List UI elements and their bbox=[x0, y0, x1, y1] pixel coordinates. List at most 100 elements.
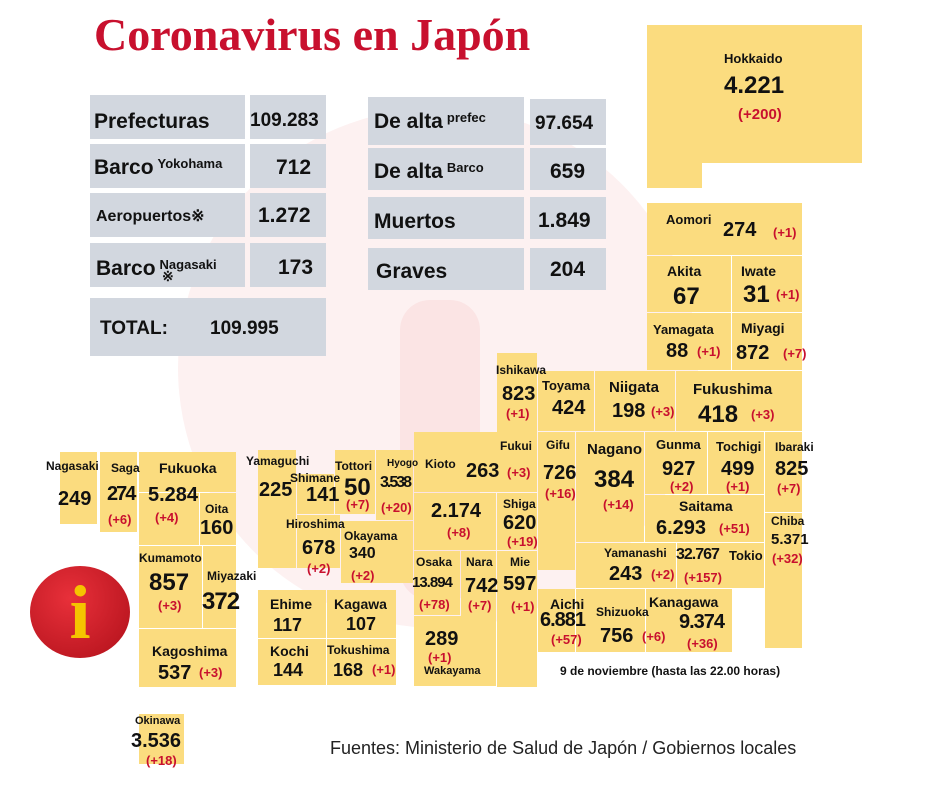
kumamoto-value: 857 bbox=[149, 569, 190, 596]
total-box bbox=[90, 298, 326, 356]
yamanashi-delta: (+2) bbox=[651, 567, 675, 582]
kumamoto-name: Kumamoto bbox=[139, 551, 202, 565]
alta-sub-barco: Barco bbox=[446, 160, 484, 175]
hokkaido-delta: (+200) bbox=[738, 106, 782, 123]
ishikawa-name: Ishikawa bbox=[496, 363, 547, 377]
gifu-value: 726 bbox=[543, 462, 577, 484]
date-note: 9 de noviembre (hasta las 22.00 horas) bbox=[560, 664, 781, 678]
kioto-name: Kioto bbox=[425, 457, 456, 471]
oita-value: 160 bbox=[200, 517, 234, 539]
kumamoto-delta: (+3) bbox=[158, 598, 182, 613]
barco-nagasaki-mark: ※ bbox=[162, 268, 174, 284]
akita-name: Akita bbox=[667, 263, 702, 279]
yamagata-name: Yamagata bbox=[653, 322, 714, 337]
prefecture-cell-iwate bbox=[732, 256, 802, 312]
tochigi-value: 499 bbox=[721, 458, 755, 480]
ishikawa-value: 823 bbox=[502, 383, 536, 405]
shizuoka-delta: (+6) bbox=[642, 629, 666, 644]
chiba-name: Chiba bbox=[771, 514, 805, 528]
prefecture-cell-gunma bbox=[645, 432, 707, 494]
tochigi-delta: (+1) bbox=[726, 479, 750, 494]
aichi-name: Aichi bbox=[550, 596, 585, 612]
kanagawa-name: Kanagawa bbox=[649, 594, 719, 610]
prefecture-cell-shiga bbox=[497, 493, 537, 550]
saitama-value: 6.293 bbox=[656, 517, 707, 539]
tokushima-delta: (+1) bbox=[372, 662, 396, 677]
kagawa-value: 107 bbox=[346, 614, 377, 634]
alta-text: De alta bbox=[374, 160, 443, 183]
toyama-value: 424 bbox=[552, 397, 586, 419]
osaka-name: Osaka bbox=[416, 555, 453, 569]
barco-sub-yokohama: Yokohama bbox=[157, 156, 223, 171]
prefecture-cell-fukui bbox=[414, 432, 537, 492]
prefecture-cell-akita bbox=[647, 256, 731, 312]
prefecture-cell-kioto bbox=[414, 493, 496, 550]
kagawa-name: Kagawa bbox=[334, 596, 387, 612]
graves-value: 204 bbox=[550, 258, 586, 281]
summary-value-box bbox=[250, 144, 326, 188]
prefecture-cell-nagano bbox=[576, 432, 644, 542]
ibaraki-value: 825 bbox=[775, 458, 809, 480]
wakayama-delta: (+1) bbox=[428, 650, 452, 665]
nagasaki-value: 249 bbox=[58, 488, 92, 510]
alta-sub-prefec: prefec bbox=[446, 110, 486, 125]
alta-barco-value: 659 bbox=[550, 160, 586, 183]
okinawa-name: Okinawa bbox=[135, 715, 181, 727]
barco-text: Barco bbox=[96, 257, 156, 280]
yamaguchi-value: 225 bbox=[259, 479, 293, 501]
info-icon: i bbox=[30, 566, 130, 658]
shimane-value: 141 bbox=[306, 484, 340, 506]
yamanashi-name: Yamanashi bbox=[604, 546, 667, 560]
prefecture-cell-hiroshima bbox=[297, 515, 340, 568]
prefecture-cell-yamaguchi bbox=[258, 450, 296, 568]
wakayama-name: Wakayama bbox=[424, 665, 481, 677]
iwate-name: Iwate bbox=[741, 263, 777, 279]
kagoshima-name: Kagoshima bbox=[152, 643, 228, 659]
prefecture-cell-mie bbox=[497, 551, 537, 687]
total-label: TOTAL: bbox=[100, 318, 168, 339]
chiba-delta: (+32) bbox=[772, 551, 803, 566]
saga-value: 274 bbox=[107, 483, 136, 505]
muertos-value: 1.849 bbox=[538, 209, 591, 232]
alta-prefec-value: 97.654 bbox=[535, 113, 594, 134]
prefecture-cell-kumamoto bbox=[139, 546, 202, 628]
kioto-value: 2.174 bbox=[431, 500, 482, 522]
aichi-value: 6.881 bbox=[540, 609, 586, 631]
hyogo-value: 3.538 bbox=[380, 474, 412, 491]
alta-prefec-label: De alta prefec bbox=[374, 110, 486, 134]
okinawa-value: 3.536 bbox=[131, 730, 182, 752]
aeropuertos-value: 1.272 bbox=[258, 204, 311, 227]
summary-label-box bbox=[90, 95, 245, 139]
tokushima-value: 168 bbox=[333, 660, 364, 680]
osaka-value: 13.894 bbox=[412, 574, 453, 591]
prefecture-cell-aichi bbox=[538, 589, 575, 652]
kanagawa-delta: (+36) bbox=[687, 636, 718, 651]
shimane-name: Shimane bbox=[290, 471, 341, 485]
tokio-value: 32.767 bbox=[676, 546, 720, 563]
niigata-name: Niigata bbox=[609, 379, 660, 396]
tottori-name: Tottori bbox=[335, 459, 373, 473]
nara-name: Nara bbox=[466, 555, 493, 569]
fukuoka-name: Fukuoka bbox=[159, 460, 217, 476]
aeropuertos-label: Aeropuertos※ bbox=[96, 208, 205, 225]
prefecture-cell-tokio bbox=[677, 543, 764, 588]
kagoshima-delta: (+3) bbox=[199, 665, 223, 680]
summary-value-box bbox=[250, 95, 326, 139]
prefecture-cell-fukuoka-lower bbox=[139, 493, 199, 545]
toyama-name: Toyama bbox=[542, 378, 591, 393]
prefecture-cell-hokkaido bbox=[647, 25, 862, 163]
hiroshima-delta: (+2) bbox=[307, 561, 331, 576]
prefecture-cell-chiba bbox=[765, 513, 802, 648]
tokushima-name: Tokushima bbox=[327, 643, 390, 657]
mie-delta: (+1) bbox=[511, 599, 535, 614]
prefecture-cell-tochigi bbox=[708, 432, 764, 494]
okayama-value: 340 bbox=[349, 545, 376, 562]
okayama-name: Okayama bbox=[344, 529, 398, 543]
prefecture-cell-tottori bbox=[335, 450, 375, 514]
iwate-value: 31 bbox=[743, 281, 770, 308]
summary-value-box bbox=[250, 243, 326, 287]
yamaguchi-name: Yamaguchi bbox=[246, 454, 310, 468]
alta-barco-label: De alta Barco bbox=[374, 160, 484, 184]
fukuoka-value: 5.284 bbox=[148, 484, 199, 506]
fukushima-delta: (+3) bbox=[751, 407, 775, 422]
